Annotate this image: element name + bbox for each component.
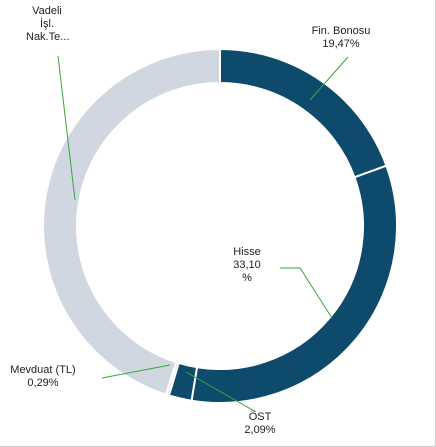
category-name: Mevduat (TL) xyxy=(10,364,76,376)
leader-line xyxy=(280,267,333,319)
slice-label: Vadeli İşl. Nak.Te... xyxy=(12,5,82,44)
value-label: 33,10 % xyxy=(233,259,261,284)
leader-line xyxy=(57,55,76,201)
donut-slice xyxy=(219,47,388,179)
slice-label: ÖST 2,09% xyxy=(230,411,290,437)
slice-label: Fin. Bonosu 19,47% xyxy=(296,25,386,51)
category-name: Fin. Bonosu xyxy=(311,25,371,37)
value-label: 0,29% xyxy=(27,377,59,389)
donut-slice xyxy=(190,164,398,404)
category-name: Hisse xyxy=(233,246,261,258)
leader-line xyxy=(309,56,349,101)
leader-line xyxy=(185,371,257,413)
slice-label: Hisse 33,10 % xyxy=(225,246,269,285)
category-name: Vadeli İşl. Nak.Te... xyxy=(26,5,70,43)
donut-slice xyxy=(42,47,221,396)
slice-label: Mevduat (TL) 0,29% xyxy=(2,364,84,390)
leader-line xyxy=(101,364,171,379)
value-label: 2,09% xyxy=(244,424,276,436)
value-label: 19,47% xyxy=(322,38,360,50)
category-name: ÖST xyxy=(248,411,272,423)
